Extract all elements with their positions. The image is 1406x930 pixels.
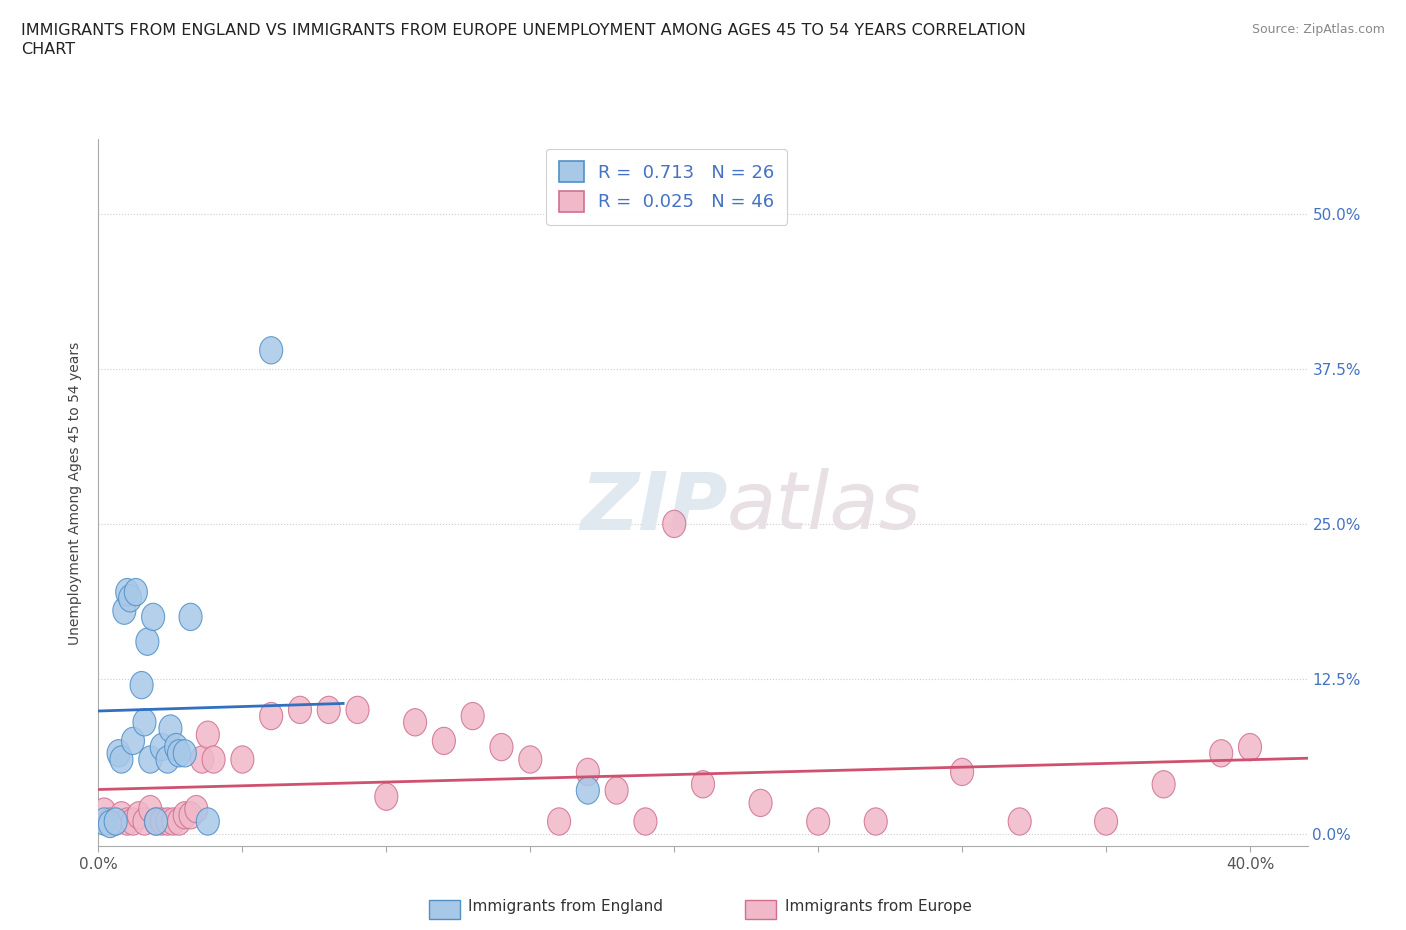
Ellipse shape [110, 746, 134, 773]
Ellipse shape [865, 808, 887, 835]
Ellipse shape [98, 808, 121, 835]
Ellipse shape [749, 790, 772, 817]
Ellipse shape [191, 746, 214, 773]
Ellipse shape [489, 734, 513, 761]
Ellipse shape [162, 808, 184, 835]
Ellipse shape [547, 808, 571, 835]
Ellipse shape [124, 578, 148, 605]
Ellipse shape [112, 597, 136, 624]
Ellipse shape [1209, 739, 1233, 767]
Ellipse shape [131, 671, 153, 698]
Ellipse shape [150, 734, 173, 761]
Ellipse shape [461, 702, 484, 730]
Ellipse shape [93, 808, 115, 835]
Ellipse shape [692, 771, 714, 798]
Text: Immigrants from Europe: Immigrants from Europe [785, 899, 972, 914]
Ellipse shape [93, 798, 115, 825]
Ellipse shape [118, 585, 142, 612]
Ellipse shape [167, 808, 191, 835]
Ellipse shape [127, 802, 150, 829]
Ellipse shape [1239, 734, 1261, 761]
Ellipse shape [1008, 808, 1031, 835]
Ellipse shape [1094, 808, 1118, 835]
Ellipse shape [433, 727, 456, 754]
Text: Source: ZipAtlas.com: Source: ZipAtlas.com [1251, 23, 1385, 36]
Ellipse shape [197, 808, 219, 835]
Ellipse shape [110, 802, 134, 829]
Ellipse shape [107, 739, 131, 767]
Ellipse shape [231, 746, 254, 773]
Text: CHART: CHART [21, 42, 75, 57]
Ellipse shape [104, 808, 127, 835]
Ellipse shape [156, 746, 179, 773]
Ellipse shape [288, 697, 312, 724]
Ellipse shape [159, 715, 181, 742]
Ellipse shape [634, 808, 657, 835]
Ellipse shape [145, 808, 167, 835]
Ellipse shape [98, 810, 121, 838]
Text: Immigrants from England: Immigrants from England [468, 899, 664, 914]
Ellipse shape [173, 802, 197, 829]
Ellipse shape [104, 808, 127, 835]
Ellipse shape [576, 758, 599, 786]
Ellipse shape [1152, 771, 1175, 798]
Ellipse shape [318, 697, 340, 724]
Ellipse shape [139, 746, 162, 773]
Ellipse shape [950, 758, 973, 786]
Ellipse shape [115, 808, 139, 835]
Ellipse shape [167, 739, 191, 767]
Ellipse shape [134, 709, 156, 736]
Ellipse shape [519, 746, 541, 773]
Ellipse shape [121, 727, 145, 754]
Ellipse shape [150, 808, 173, 835]
Ellipse shape [184, 795, 208, 823]
Ellipse shape [404, 709, 426, 736]
Ellipse shape [375, 783, 398, 810]
Ellipse shape [142, 604, 165, 631]
Ellipse shape [605, 777, 628, 804]
Ellipse shape [202, 746, 225, 773]
Text: ZIP: ZIP [579, 468, 727, 546]
Ellipse shape [145, 808, 167, 835]
Ellipse shape [165, 734, 187, 761]
Ellipse shape [136, 628, 159, 656]
Y-axis label: Unemployment Among Ages 45 to 54 years: Unemployment Among Ages 45 to 54 years [69, 341, 83, 644]
Ellipse shape [346, 697, 368, 724]
Ellipse shape [260, 702, 283, 730]
Ellipse shape [662, 511, 686, 538]
Ellipse shape [156, 808, 179, 835]
Ellipse shape [115, 578, 139, 605]
Text: IMMIGRANTS FROM ENGLAND VS IMMIGRANTS FROM EUROPE UNEMPLOYMENT AMONG AGES 45 TO : IMMIGRANTS FROM ENGLAND VS IMMIGRANTS FR… [21, 23, 1026, 38]
Ellipse shape [139, 795, 162, 823]
Ellipse shape [173, 739, 197, 767]
Ellipse shape [576, 777, 599, 804]
Ellipse shape [121, 808, 145, 835]
Ellipse shape [134, 808, 156, 835]
Text: atlas: atlas [727, 468, 922, 546]
Legend: R =  0.713   N = 26, R =  0.025   N = 46: R = 0.713 N = 26, R = 0.025 N = 46 [546, 149, 787, 224]
Ellipse shape [179, 802, 202, 829]
Ellipse shape [197, 721, 219, 749]
Ellipse shape [260, 337, 283, 364]
Ellipse shape [807, 808, 830, 835]
Ellipse shape [179, 604, 202, 631]
